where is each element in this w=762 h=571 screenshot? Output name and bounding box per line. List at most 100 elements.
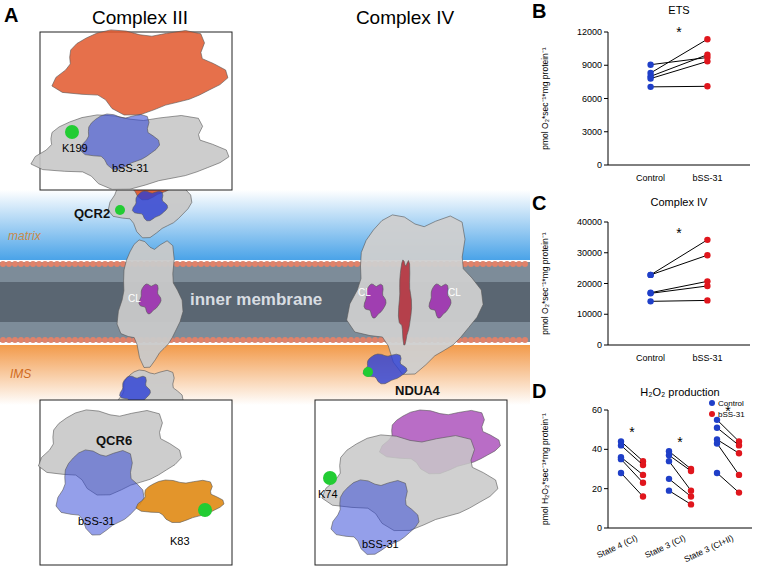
tick-label: Control [636,173,665,183]
label: CL [128,293,141,304]
lipid-head [318,261,324,267]
point [736,442,742,448]
axis-title: pmol H₂O₂*sec⁻¹*mg protein⁻¹ [540,413,550,525]
lipid-head [174,337,180,343]
axis-title: pmol O₂*sec⁻¹*mg protein⁻¹ [540,232,550,335]
lipid-head [222,261,228,267]
pair-line [651,281,708,292]
lipid-head [492,261,498,267]
pair-line [651,39,708,73]
tick [604,314,608,315]
lipid-head [360,337,366,343]
lipid-head [522,337,528,343]
tick [604,345,608,346]
chart: D H₂O₂ production pmol H₂O₂*sec⁻¹*mg prote… [532,380,752,564]
qcr2 [52,30,228,115]
lipid-head [18,337,24,343]
lipid-head [24,337,30,343]
point [640,472,646,478]
lipid-head [354,261,360,267]
tick [604,32,608,33]
point [647,272,653,278]
lipid-head [336,337,342,343]
legend-label: Control [718,399,744,408]
title: H₂O₂ production [640,386,719,398]
lipid-head [0,261,6,267]
lipid-head [210,337,216,343]
lipid-head [108,337,114,343]
point [704,52,710,58]
lipid-head [54,337,60,343]
lipid-head [258,261,264,267]
lipid-head [372,337,378,343]
lipid-head [474,261,480,267]
lipid-head [522,261,528,267]
tick [604,165,608,166]
tick [604,131,608,132]
point [647,272,653,278]
lipid-head [180,337,186,343]
lipid-head [42,261,48,267]
lipid-head [258,337,264,343]
pair-line [651,55,708,77]
point [666,476,672,482]
point [647,61,653,67]
pair-line [669,461,691,491]
point [714,470,720,476]
axis-title: pmol O₂*sec⁻¹*mg protein⁻¹ [540,47,550,150]
lipid-head [48,261,54,267]
lipid-head [216,261,222,267]
lipid-head [516,337,522,343]
pair-line [651,286,708,293]
key-marker [709,411,715,417]
pair-line [669,479,691,497]
plot [647,36,710,90]
tick-label: 3000 [582,127,602,137]
lipid-head [234,337,240,343]
point [640,493,646,499]
title: Complex IV [651,196,709,208]
label: bSS-31 [362,538,399,550]
tick-label: 0 [597,523,602,533]
tick [604,528,608,529]
lipid-head [276,337,282,343]
panel-letter: D [532,380,546,402]
lipid-head [240,261,246,267]
lipid-head [90,337,96,343]
lipid-head [516,261,522,267]
pair-line [717,428,739,446]
lipid-head [96,337,102,343]
lipid-head [246,337,252,343]
qcr6 [136,480,224,523]
point [704,237,710,243]
label: CL [448,287,461,298]
lipid-head [186,337,192,343]
label: bSS-31 [78,515,115,527]
lipid-head [486,337,492,343]
pair-line [621,441,643,461]
lipid-head [228,261,234,267]
lipid-head [126,337,132,343]
cardiolipin [139,284,161,314]
lipid-head [306,261,312,267]
lipid-head [288,337,294,343]
tick-label: 10000 [577,309,602,319]
lipid-head [270,337,276,343]
lipid-head [510,261,516,267]
lipid-head [348,261,354,267]
tick-label: State 3 (CI+II) [682,533,735,565]
lipid-head [198,337,204,343]
lysine [363,367,373,377]
point [688,487,694,493]
tick-label: 40 [592,444,602,454]
pair-line [621,473,643,497]
lipid-head [180,261,186,267]
pair-line [717,473,739,493]
tick-label: State 4 (CI) [595,533,639,561]
lipid-head [510,337,516,343]
lipid-head [42,337,48,343]
tick [604,98,608,99]
lysine [323,471,337,485]
lipid-head [462,337,468,343]
lipid-head [84,337,90,343]
